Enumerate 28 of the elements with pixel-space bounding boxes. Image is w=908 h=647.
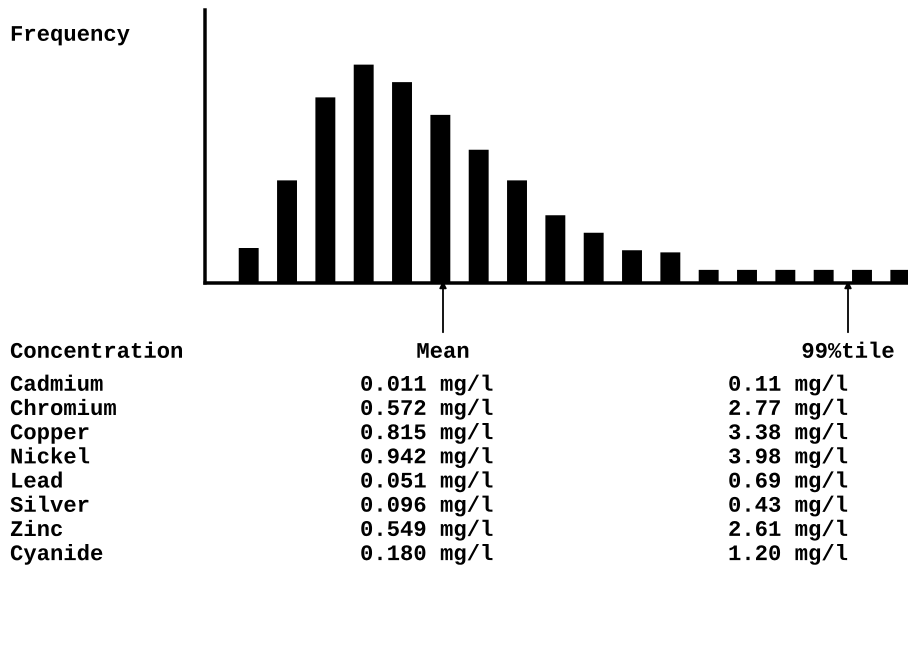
text: 0.051 mg/l	[361, 471, 492, 492]
text: 0.096 mg/l	[361, 496, 492, 516]
text: 1.20 mg/l	[729, 544, 848, 565]
text: 3.38 mg/l	[729, 422, 848, 444]
text: 0.942 mg/l	[361, 447, 492, 468]
text: Lead	[12, 471, 62, 488]
text: 0.572 mg/l	[361, 398, 492, 420]
text: Silver	[10, 496, 88, 512]
text: 3.98 mg/l	[729, 447, 848, 468]
text: Mean	[417, 343, 468, 358]
text: Zinc	[10, 520, 62, 536]
text: 0.011 mg/l	[361, 374, 492, 396]
text: Nickel	[11, 447, 90, 464]
text: 0.69 mg/l	[729, 471, 848, 492]
text: 0.43 mg/l	[729, 496, 848, 516]
text: 2.61 mg/l	[729, 520, 848, 541]
text: Cyanide	[10, 544, 102, 565]
text: 0.815 mg/l	[361, 422, 492, 444]
text: 0.549 mg/l	[361, 520, 492, 541]
text: Copper	[10, 424, 88, 444]
text: 2.77 mg/l	[729, 398, 848, 420]
text: 99%tile	[802, 342, 894, 358]
x-axis-title: Concentration	[10, 342, 182, 358]
text: 0.11 mg/l	[729, 374, 848, 396]
text: Cadmium	[10, 374, 103, 391]
text: 0.180 mg/l	[361, 544, 492, 565]
y-axis-title: Frequency	[12, 26, 130, 46]
text: Chromium	[10, 398, 116, 416]
